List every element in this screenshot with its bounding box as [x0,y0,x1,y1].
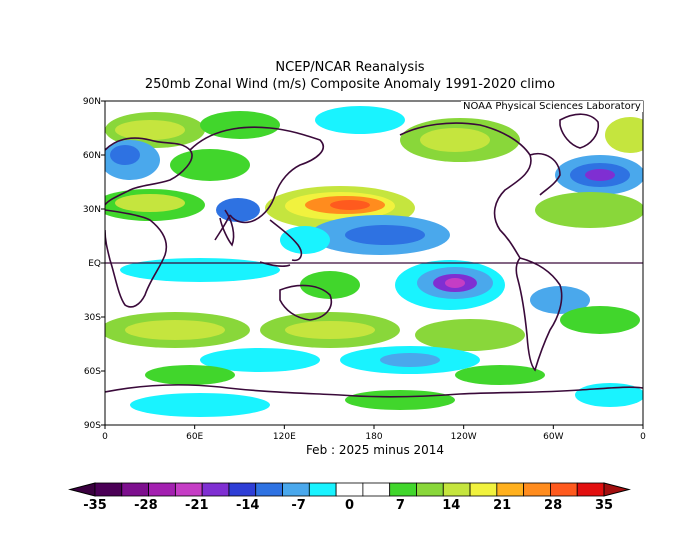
colorbar-swatch [362,482,391,497]
y-tick-label: 30N [83,205,101,215]
colorbar-swatch [576,482,605,497]
colorbar-swatch [389,482,417,497]
colorbar-swatch [255,482,283,497]
y-tick-label: EQ [88,259,101,269]
colorbar-swatch [282,482,310,497]
colorbar-label: -7 [291,498,305,513]
credit-label: NOAA Physical Sciences Laboratory [461,101,643,112]
colorbar-swatch [148,482,176,497]
x-tick-label: 60W [543,432,563,442]
colorbar-swatch [442,482,471,497]
colorbar-label: 28 [544,498,562,513]
colorbar: -35 -28 -21 -14 -7 0 7 14 21 28 35 [68,482,631,513]
colorbar-label: 0 [345,498,354,513]
colorbar-swatch [94,482,123,497]
map-caption: Feb : 2025 minus 2014 [305,443,445,457]
colorbar-label: -35 [83,498,107,513]
x-tick-label: 120E [273,432,296,442]
y-tick-label: 30S [84,313,101,323]
colorbar-swatch [416,482,444,497]
x-tick-label: 120W [451,432,477,442]
colorbar-swatch [228,482,257,497]
colorbar-label: 35 [595,498,613,513]
colorbar-label: -14 [236,498,260,513]
colorbar-swatch [308,482,337,497]
y-tick-label: 60N [83,151,101,161]
colorbar-label: 14 [442,498,460,513]
colorbar-swatch [201,482,230,497]
x-tick-label: 0 [102,432,108,442]
y-axis: 90N 60N 30N EQ 30S 60S 90S [83,97,105,431]
map-plot [105,101,643,425]
colorbar-swatch [496,482,525,497]
colorbar-label: 7 [396,498,405,513]
x-tick-label: 60E [186,432,203,442]
colorbar-swatch [469,482,498,497]
y-tick-label: 90S [84,421,101,431]
colorbar-swatch [550,482,578,497]
y-tick-label: 60S [84,367,101,377]
anomaly-fill [105,106,643,417]
y-tick-label: 90N [83,97,101,107]
colorbar-swatch [335,482,364,497]
colorbar-label: -21 [185,498,209,513]
x-tick-label: 0 [640,432,646,442]
chart-subtitle: 250mb Zonal Wind (m/s) Composite Anomaly… [144,77,556,92]
colorbar-max-arrow [603,482,631,497]
chart-title: NCEP/NCAR Reanalysis [275,60,425,75]
colorbar-label: -28 [134,498,158,513]
colorbar-label: 21 [493,498,511,513]
colorbar-min-arrow [68,482,96,497]
x-tick-label: 180 [365,432,382,442]
colorbar-swatch [523,482,551,497]
x-axis: 0 60E 120E 180 120W 60W 0 [102,425,646,442]
colorbar-swatch [121,482,149,497]
colorbar-swatch [174,482,203,497]
